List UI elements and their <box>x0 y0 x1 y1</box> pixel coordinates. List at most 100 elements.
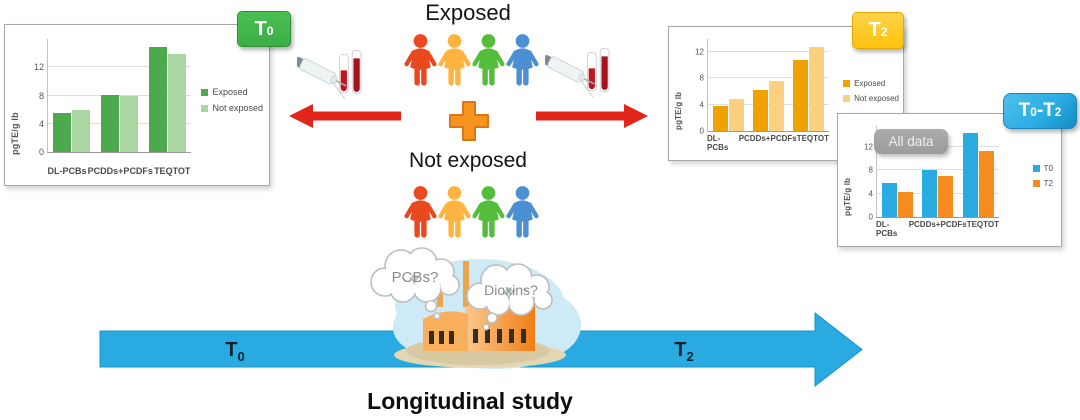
person-icon <box>404 28 437 92</box>
x-category-label: PCDDs+PCDFs <box>908 220 967 229</box>
x-category-label: PCDDs+PCDFs <box>87 166 153 176</box>
bar-group <box>100 39 138 152</box>
legend-swatch <box>201 104 209 112</box>
person-icon <box>472 28 505 92</box>
bar-groups <box>48 39 191 152</box>
legend-item: Exposed <box>843 79 899 88</box>
person-icon <box>438 180 471 244</box>
chart-t0-panel: pgTE/g lb 0 4 8 12 DL-PCBs PCDDs+PCDFs TEQTOT… <box>4 24 270 186</box>
person-icon <box>472 180 505 244</box>
bar-exposed <box>752 90 768 131</box>
not-exposed-people-icons <box>404 180 539 244</box>
y-tick-label: 0 <box>699 126 704 136</box>
legend-swatch <box>201 88 209 96</box>
legend-label: T2 <box>1043 179 1053 188</box>
not-exposed-group-label: Not exposed <box>409 149 527 172</box>
bar-group <box>752 39 784 131</box>
y-tick-label: 4 <box>868 189 873 199</box>
person-icon <box>438 28 471 92</box>
gridline <box>708 103 829 105</box>
bar-group <box>963 126 995 217</box>
bar-exposed <box>148 47 167 152</box>
bar-groups <box>708 39 829 131</box>
thought-cloud-pcbs-icon: PCBs? <box>370 247 460 320</box>
x-axis-labels: DL-PCBs PCDDs+PCDFs TEQTOT <box>707 134 829 152</box>
red-arrow-left-icon <box>289 104 401 128</box>
bar-t2 <box>897 191 913 217</box>
bar-group <box>53 39 91 152</box>
timeline-t0-label: T0 <box>213 339 257 364</box>
bar-exposed <box>712 106 728 131</box>
syringe-blood-tubes-icon <box>297 42 389 110</box>
y-axis-label: pgTE/g lb <box>674 91 683 130</box>
gridline <box>708 51 829 53</box>
bar-exposed <box>100 94 119 152</box>
bar-group <box>712 39 744 131</box>
legend-label: Exposed <box>212 87 248 97</box>
x-category-label: PCDDs+PCDFs <box>738 134 797 143</box>
badge-t0t2-sep: - <box>1036 100 1044 121</box>
legend-item: Not exposed <box>843 94 899 103</box>
bar-group <box>922 126 954 217</box>
person-icon <box>506 28 539 92</box>
bar-not-exposed <box>119 96 138 152</box>
bar-groups <box>877 126 999 217</box>
legend-item: Exposed <box>201 87 263 97</box>
bar-t2 <box>979 150 995 217</box>
x-category-label: DL-PCBs <box>47 166 87 176</box>
x-category-label: TEQTOT <box>966 220 999 229</box>
bar-not-exposed <box>72 110 91 152</box>
legend-item: T0 <box>1032 164 1053 173</box>
legend-label: Not exposed <box>212 103 263 113</box>
x-axis-labels: DL-PCBs PCDDs+PCDFs TEQTOT <box>876 220 999 238</box>
plot-area: 0 4 8 12 <box>864 126 999 222</box>
x-category-label: DL-PCBs <box>876 220 898 238</box>
y-tick-label: 12 <box>864 142 873 152</box>
person-icon <box>506 180 539 244</box>
chart-t0t2-panel: pgTE/g lb 0 4 8 12 DL-PCBs PCDDs+PCDFs TEQTOT… <box>837 113 1062 247</box>
y-tick-label: 8 <box>699 73 704 83</box>
badge-all-data: All data <box>874 129 948 154</box>
bar-group <box>793 39 825 131</box>
red-arrow-right-icon <box>536 104 648 128</box>
legend-swatch <box>843 80 851 87</box>
bar-not-exposed <box>768 81 784 131</box>
bar-t0 <box>881 182 897 217</box>
x-category-label: TEQTOT <box>796 134 829 143</box>
bar-t0 <box>963 133 979 217</box>
legend-label: Not exposed <box>854 94 899 103</box>
y-tick-label: 12 <box>695 47 704 57</box>
legend-swatch <box>1032 180 1040 187</box>
syringe-blood-tubes-icon <box>545 40 637 108</box>
timeline-t2-text: T <box>674 339 687 361</box>
figure-caption: Longitudinal study <box>367 388 573 414</box>
x-category-label: DL-PCBs <box>707 134 729 152</box>
thought-cloud-dioxins-icon: Dioxins? <box>466 263 553 331</box>
bar-group <box>148 39 186 152</box>
legend-item: T2 <box>1032 179 1053 188</box>
x-axis-labels: DL-PCBs PCDDs+PCDFs TEQTOT <box>47 166 191 176</box>
chart-legend: Exposed Not exposed <box>843 79 899 103</box>
cloud-dioxins-text: Dioxins? <box>484 282 538 298</box>
bar-not-exposed <box>728 99 744 131</box>
legend-label: T0 <box>1043 164 1053 173</box>
badge-t0-text: T <box>254 17 267 40</box>
y-axis-label: pgTE/g lb <box>843 177 852 216</box>
timeline-t0-sub: 0 <box>237 349 245 364</box>
bar-t0 <box>922 170 938 217</box>
gridline <box>48 94 191 96</box>
x-category-label: TEQTOT <box>154 166 191 176</box>
bar-not-exposed <box>167 53 186 152</box>
gridline <box>877 169 999 171</box>
exposed-group-label: Exposed <box>425 0 511 25</box>
badge-t0t2-part2: T <box>1043 100 1055 121</box>
legend-swatch <box>843 95 851 102</box>
y-tick-label: 12 <box>33 62 44 73</box>
plot-area: 0 4 8 12 <box>34 39 191 157</box>
legend-item: Not exposed <box>201 103 263 113</box>
plus-cross-icon <box>449 101 489 141</box>
gridline <box>48 66 191 68</box>
gridline <box>708 77 829 79</box>
